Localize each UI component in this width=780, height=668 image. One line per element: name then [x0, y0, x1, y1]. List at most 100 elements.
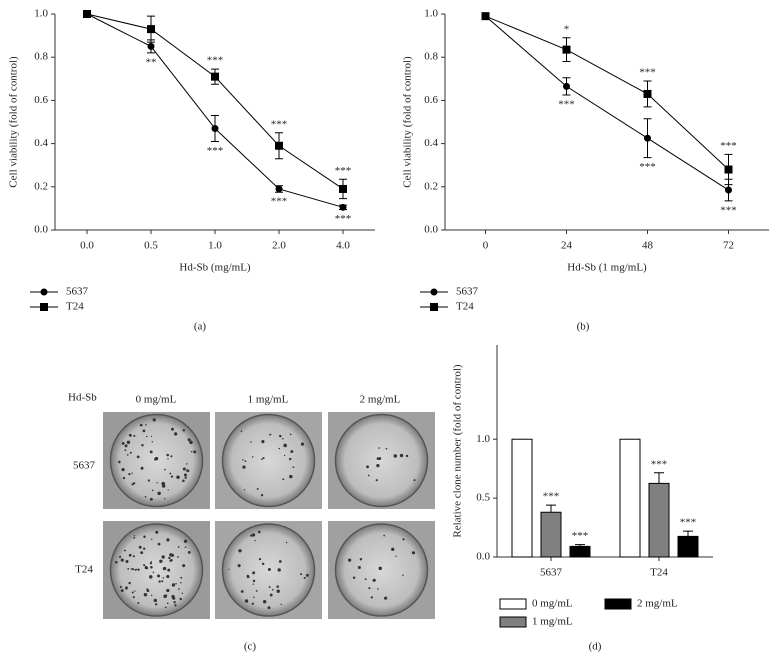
colony: [254, 540, 256, 542]
colony: [166, 602, 169, 605]
colony: [180, 576, 183, 579]
colony: [276, 585, 279, 588]
colony: [143, 564, 146, 567]
colony: [167, 568, 171, 572]
marker: [644, 134, 651, 142]
colony: [242, 459, 244, 461]
colony: [134, 590, 136, 592]
bar: [511, 438, 533, 558]
colony: [166, 574, 170, 579]
y-tick-label: 0.0: [424, 224, 438, 236]
colony: [131, 568, 134, 571]
colony: [136, 455, 140, 459]
colony: [383, 534, 386, 537]
marker: [211, 124, 219, 132]
series-line: [86, 13, 344, 208]
row-label: 5637: [73, 460, 96, 472]
y-tick-label: 0.6: [34, 94, 48, 106]
colony: [127, 567, 130, 570]
colony: [402, 574, 404, 577]
colony: [378, 566, 383, 571]
colony: [167, 458, 169, 460]
colony: [174, 604, 177, 607]
treatment-label: Hd-Sb: [68, 392, 97, 404]
colony: [155, 603, 158, 606]
colony: [278, 447, 281, 450]
colony: [255, 590, 258, 592]
colony: [182, 479, 185, 482]
legend-marker: [40, 288, 48, 296]
colony: [147, 479, 151, 482]
colony: [120, 589, 124, 592]
panel-label: (a): [194, 321, 207, 333]
colony: [285, 541, 288, 544]
colony: [145, 424, 147, 426]
column-label: 0 mg/mL: [136, 394, 177, 406]
colony: [144, 495, 147, 498]
colony: [413, 479, 416, 482]
colony: [143, 592, 148, 597]
colony: [157, 574, 161, 578]
colony: [163, 594, 167, 599]
y-tick-label: 0.2: [424, 180, 438, 192]
colony: [157, 542, 161, 546]
marker: [275, 141, 283, 150]
error-bar: [683, 530, 693, 537]
colony: [238, 549, 242, 553]
colony: [393, 454, 397, 458]
colony: [250, 441, 252, 443]
panel-label: (d): [589, 641, 602, 653]
bar: [648, 482, 670, 558]
colony: [150, 561, 152, 563]
legend-marker: [40, 303, 48, 311]
colony: [306, 573, 309, 577]
colony: [251, 533, 256, 537]
colony: [252, 583, 255, 585]
y-tick-label: 0.5: [476, 492, 490, 504]
column-label: 1 mg/mL: [248, 394, 289, 406]
colony: [193, 450, 197, 454]
colony: [370, 596, 373, 599]
colony: [364, 578, 367, 581]
y-tick-label: 0.4: [34, 137, 48, 149]
colony: [189, 440, 193, 445]
colony: [131, 472, 133, 474]
colony: [268, 586, 271, 588]
significance: ***: [271, 196, 288, 208]
colony: [376, 464, 380, 468]
colony: [246, 575, 250, 579]
colony: [183, 539, 188, 543]
colony: [375, 479, 378, 482]
marker: [275, 185, 283, 193]
dish: [109, 523, 204, 617]
y-tick-label: 0.6: [424, 94, 438, 106]
x-tick-label: 5637: [540, 567, 563, 579]
legend-label: T24: [66, 301, 84, 313]
bar: [619, 438, 641, 558]
series-line: [485, 15, 729, 170]
colony: [161, 484, 166, 488]
colony: [289, 474, 293, 479]
colony: [292, 466, 295, 469]
colony: [283, 443, 287, 448]
y-tick-label: 1.0: [424, 8, 438, 20]
colony: [150, 565, 153, 569]
significance: **: [146, 56, 157, 68]
significance: ***: [680, 517, 697, 529]
colony: [182, 564, 186, 568]
colony: [282, 478, 285, 481]
colony: [164, 468, 166, 471]
colony: [125, 586, 128, 590]
colony: [377, 588, 379, 590]
colony: [166, 538, 170, 542]
error-bar: [654, 472, 664, 484]
colony: [151, 489, 154, 492]
marker: [643, 89, 652, 98]
colony: [132, 555, 135, 558]
significance: ***: [572, 530, 589, 542]
colony: [153, 598, 157, 603]
colony: [140, 551, 144, 555]
colony: [132, 596, 135, 599]
colony: [250, 534, 253, 537]
colony: [169, 472, 172, 475]
